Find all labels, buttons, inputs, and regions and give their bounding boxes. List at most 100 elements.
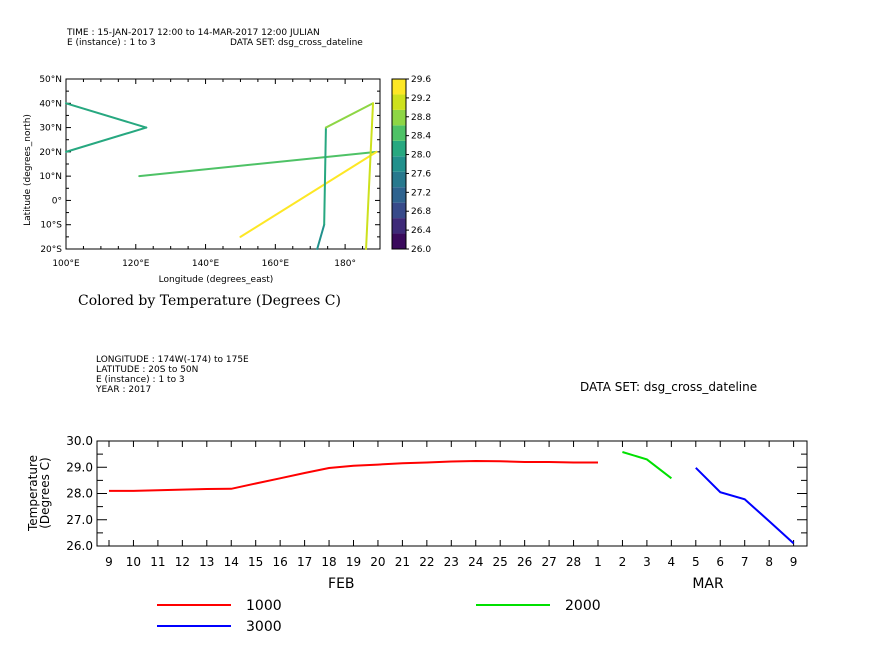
colorbar-swatch [392, 140, 406, 157]
bottom-x-tick-label: 18 [321, 555, 336, 569]
colorbar-swatch [392, 218, 406, 234]
top-x-axis-label: Longitude (degrees_east) [159, 275, 274, 285]
bottom-y-tick-label: 28.0 [66, 487, 93, 501]
bottom-y-axis-label-line2: (Degrees C) [38, 457, 52, 528]
colorbar-label: 27.2 [411, 188, 431, 198]
top-y-tick-label: 10°N [39, 172, 62, 182]
bottom-x-tick-label: 8 [765, 555, 773, 569]
bottom-x-tick-label: 1 [594, 555, 602, 569]
track-segment [65, 126, 148, 153]
colorbar-label: 29.6 [411, 75, 431, 85]
bottom-x-tick-label: 23 [444, 555, 459, 569]
colorbar-swatch [392, 233, 406, 249]
top-plot-frame [65, 78, 381, 250]
track-segment [365, 102, 375, 250]
bottom-x-tick-label: 4 [668, 555, 676, 569]
top-plot-caption: Colored by Temperature (Degrees C) [78, 293, 341, 309]
top-plot-tracks [65, 102, 378, 250]
bottom-x-tick-label: 9 [105, 555, 113, 569]
colorbar-label: 29.2 [411, 94, 431, 104]
bottom-legend: 1000 2000 3000 [157, 598, 601, 635]
track-segment [324, 102, 375, 129]
colorbar-label: 28.8 [411, 113, 431, 123]
bottom-month-label: FEB [328, 576, 355, 592]
bottom-y-tick-label: 27.0 [66, 513, 93, 527]
bottom-header-instance: E (instance) : 1 to 3 [96, 375, 185, 385]
bottom-x-tick-label: 9 [790, 555, 798, 569]
colorbar-swatch [392, 187, 406, 203]
track-segment [323, 126, 327, 226]
top-y-tick-label: 50°N [39, 75, 62, 85]
bottom-x-tick-label: 12 [175, 555, 190, 569]
bottom-plot-axes: 30.029.028.027.026.09 10 11 12 13 14 15 16 17 18 1… [66, 434, 808, 592]
bottom-x-tick-label: 15 [248, 555, 263, 569]
bottom-x-tick-label: 10 [126, 555, 141, 569]
colorbar-label: 26.4 [411, 226, 431, 236]
bottom-x-tick-label: 2 [619, 555, 627, 569]
bottom-x-tick-label: 16 [273, 555, 288, 569]
colorbar-label: 27.6 [411, 169, 431, 179]
colorbar-label: 28.0 [411, 151, 431, 161]
bottom-header-year: YEAR : 2017 [95, 385, 151, 395]
top-y-tick-label: 40°N [39, 99, 62, 109]
top-plot-header: TIME : 15-JAN-2017 12:00 to 14-MAR-2017 … [66, 28, 363, 48]
colorbar-label: 26.8 [411, 207, 431, 217]
legend-label-1000: 1000 [246, 598, 282, 614]
series-line-2000 [622, 451, 673, 480]
bottom-x-tick-label: 27 [541, 555, 556, 569]
colorbar-swatch [392, 171, 406, 188]
top-x-tick-label: 100°E [52, 259, 80, 269]
temperature-colorbar: 29.6 29.2 28.8 28.4 28.0 27.6 27.2 26.8 26.4 26.0 [391, 75, 431, 255]
bottom-x-tick-label: 13 [199, 555, 214, 569]
colorbar-label: 28.4 [411, 132, 431, 142]
bottom-x-tick-label: 21 [395, 555, 410, 569]
bottom-plot-frame [96, 440, 808, 547]
bottom-plot-series [109, 451, 795, 545]
legend-label-2000: 2000 [565, 598, 601, 614]
bottom-x-tick-label: 17 [297, 555, 312, 569]
series-line-1000 [109, 459, 598, 492]
bottom-header-longitude: LONGITUDE : 174W(-174) to 175E [96, 355, 249, 365]
bottom-x-tick-label: 11 [150, 555, 165, 569]
top-x-tick-label: 180° [334, 259, 356, 269]
top-y-tick-label: 20°S [40, 245, 62, 255]
top-header-instance: E (instance) : 1 to 3 [67, 38, 156, 48]
bottom-month-label: MAR [692, 576, 724, 592]
top-y-tick-label: 20°N [39, 148, 62, 158]
top-plot-axes: 100°E 120°E 140°E 160°E 180° 50°N 40°N 30°N 20°N… [39, 75, 381, 269]
track-segment [316, 223, 326, 250]
bottom-y-tick-label: 30.0 [66, 434, 93, 448]
colorbar-swatch [392, 109, 406, 126]
series-line-3000 [695, 467, 795, 545]
bottom-header-latitude: LATITUDE : 20S to 50N [96, 365, 198, 375]
track-segment [239, 150, 378, 238]
bottom-dataset-label: DATA SET: dsg_cross_dateline [580, 380, 757, 394]
bottom-x-tick-label: 7 [741, 555, 749, 569]
top-y-tick-label: 0° [52, 196, 62, 206]
colorbar-swatch [392, 202, 406, 219]
track-segment [65, 102, 148, 129]
colorbar-swatch [392, 94, 406, 110]
colorbar-frame [391, 78, 407, 250]
bottom-y-tick-label: 26.0 [66, 539, 93, 553]
top-x-tick-label: 140°E [192, 259, 220, 269]
top-y-tick-label: 10°S [40, 221, 62, 231]
bottom-plot-header: LONGITUDE : 174W(-174) to 175E LATITUDE … [95, 355, 249, 395]
top-header-dataset: DATA SET: dsg_cross_dateline [230, 38, 363, 48]
bottom-x-tick-label: 3 [643, 555, 651, 569]
colorbar-swatch [392, 79, 406, 95]
top-y-axis-label: Latitude (degrees_north) [23, 114, 33, 226]
colorbar-label: 26.0 [411, 245, 431, 255]
bottom-y-tick-label: 29.0 [66, 460, 93, 474]
top-y-tick-label: 30°N [39, 124, 62, 134]
bottom-y-axis-label-line1: Temperature [26, 455, 40, 532]
track-segment [138, 150, 378, 178]
bottom-x-tick-label: 19 [346, 555, 361, 569]
bottom-x-tick-label: 28 [566, 555, 581, 569]
colorbar-swatch [392, 125, 406, 141]
bottom-x-tick-label: 6 [716, 555, 724, 569]
top-x-tick-label: 120°E [122, 259, 150, 269]
bottom-x-tick-label: 20 [370, 555, 385, 569]
bottom-x-tick-label: 22 [419, 555, 434, 569]
